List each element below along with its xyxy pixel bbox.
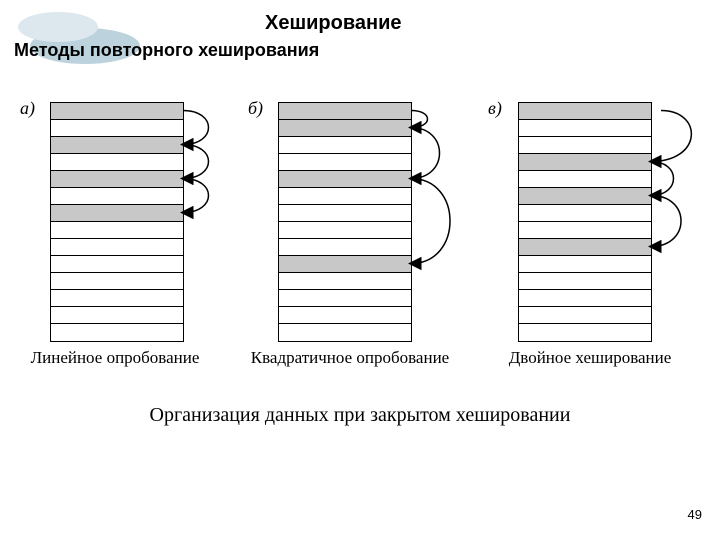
cell [279,307,411,324]
cell [519,103,651,120]
cell [519,290,651,307]
hash-table-v [518,102,652,342]
cell [279,205,411,222]
arrows-v [650,102,720,344]
probe-arrow [651,196,681,247]
cell [519,222,651,239]
cell [51,239,183,256]
cell [279,120,411,137]
cell [51,154,183,171]
cell [519,154,651,171]
cell [279,154,411,171]
cell [279,256,411,273]
cell [519,120,651,137]
probe-arrow [411,179,450,264]
cell [279,171,411,188]
cell [519,205,651,222]
probe-arrow [651,111,691,162]
probe-arrow [411,111,428,128]
cell [279,103,411,120]
hash-table-a [50,102,184,342]
cell [51,188,183,205]
cell [519,188,651,205]
cell [519,137,651,154]
cell [279,222,411,239]
panel-label-a: а) [20,98,35,119]
cell [51,324,183,341]
cell [279,290,411,307]
probe-arrow [651,162,674,196]
cell [279,188,411,205]
page-number: 49 [688,507,702,522]
decor-ellipse-2 [18,12,98,42]
probe-arrow [183,111,209,145]
cell [51,205,183,222]
arrows-b [410,102,490,344]
panel-label-b: б) [248,98,263,119]
hash-table-b [278,102,412,342]
cell [51,103,183,120]
cell [51,256,183,273]
cell [279,137,411,154]
probe-arrow [411,128,440,179]
cell [279,324,411,341]
cell [51,273,183,290]
cell [519,171,651,188]
cell [519,256,651,273]
page-subtitle: Методы повторного хеширования [14,40,319,61]
diagram-area: а) Линейное опробование б) Квадратичное опр… [0,90,720,440]
probe-arrow [183,179,209,213]
cell [51,171,183,188]
cell [51,120,183,137]
cell [279,239,411,256]
cell [51,222,183,239]
cell [279,273,411,290]
cell [519,239,651,256]
cell [519,307,651,324]
page-title: Хеширование [265,12,402,35]
panel-label-v: в) [488,98,502,119]
cell [51,307,183,324]
method-label-v: Двойное хеширование [470,348,710,368]
cell [51,137,183,154]
cell [51,290,183,307]
cell [519,273,651,290]
cell [519,324,651,341]
method-label-a: Линейное опробование [0,348,230,368]
method-label-b: Квадратичное опробование [230,348,470,368]
figure-caption: Организация данных при закрытом хеширова… [0,404,720,427]
probe-arrow [183,145,209,179]
arrows-a [182,102,262,344]
